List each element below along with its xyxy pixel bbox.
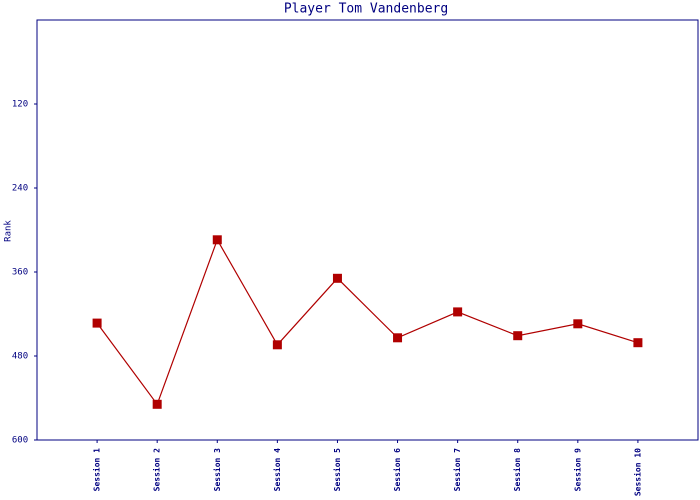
chart-title: Player Tom Vandenberg (284, 2, 448, 17)
point-marker (513, 331, 523, 341)
x-tick-label: Session 7 (452, 448, 462, 492)
x-tick-label: Session 10 (632, 448, 642, 496)
point-marker (633, 338, 643, 348)
x-tick-label: Session 6 (392, 448, 402, 492)
x-tick-label: Session 2 (152, 448, 162, 492)
point-marker (92, 318, 102, 328)
y-tick-label: 120 (12, 100, 28, 110)
series-line (96, 238, 639, 406)
x-tick-label: Session 5 (332, 448, 342, 492)
x-tick-label: Session 8 (512, 448, 522, 492)
point-marker (393, 333, 403, 343)
plot-frame (36, 19, 699, 441)
point-marker (332, 273, 342, 283)
y-tick-label: 480 (12, 352, 28, 362)
point-marker (573, 319, 583, 329)
point-marker (272, 340, 282, 350)
y-tick-label: 360 (12, 268, 28, 278)
point-marker (453, 307, 463, 317)
y-tick-label: 600 (12, 436, 28, 446)
point-marker (152, 399, 162, 409)
x-tick-label: Session 4 (272, 448, 282, 492)
y-tick-label: 240 (12, 184, 28, 194)
x-tick-label: Session 9 (572, 448, 582, 492)
point-marker (212, 235, 222, 245)
x-tick-label: Session 1 (92, 448, 102, 492)
y-axis-label: Rank (4, 220, 14, 242)
x-tick-label: Session 3 (212, 448, 222, 492)
